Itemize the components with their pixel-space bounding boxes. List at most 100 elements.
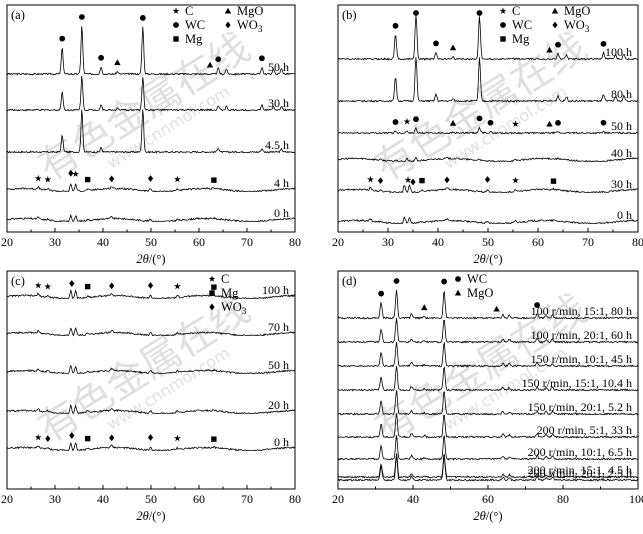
- diffraction-trace: [337, 341, 639, 368]
- legend-diamond-marker: [552, 21, 558, 29]
- phase-circle-marker: [215, 56, 222, 63]
- x-tick-label: 80: [632, 235, 643, 249]
- x-axis-label: 2θ/(°): [136, 252, 165, 266]
- series-label: 70 h: [268, 320, 289, 334]
- legend-triangle-marker: [454, 289, 462, 296]
- series-label: 100 r/min, 20:1, 60 h: [531, 328, 632, 342]
- legend-label: MgO: [564, 4, 590, 18]
- x-axis-label: 2θ/(°): [473, 252, 502, 266]
- diffraction-trace: [6, 75, 296, 112]
- series-label: 200 r/min, 20:1, 2.5 h: [528, 466, 632, 480]
- legend-circle-marker: [173, 22, 179, 28]
- phase-circle-marker: [98, 54, 104, 61]
- phase-triangle-marker: [449, 44, 457, 51]
- phase-star-marker: [173, 282, 181, 290]
- phase-circle-marker: [78, 14, 85, 20]
- phase-square-marker: [211, 177, 217, 183]
- diffraction-trace: [337, 289, 639, 320]
- phase-triangle-marker: [206, 61, 214, 68]
- diffraction-trace: [6, 403, 296, 415]
- phase-square-marker: [84, 435, 91, 442]
- series-label: 50 h: [268, 358, 289, 372]
- series-label: 100 h: [605, 45, 632, 59]
- series-label: 150 r/min, 10:1, 45 h: [531, 352, 632, 366]
- phase-diamond-marker: [69, 280, 75, 287]
- x-tick-label: 20: [332, 235, 344, 249]
- diffraction-trace: [337, 434, 639, 461]
- x-tick-label: 100: [629, 492, 643, 506]
- phase-triangle-marker: [546, 120, 553, 127]
- diffraction-trace: [337, 317, 639, 344]
- phase-circle-marker: [476, 115, 483, 122]
- x-tick-label: 30: [49, 492, 61, 506]
- phase-diamond-marker: [147, 175, 154, 182]
- phase-square-marker: [419, 177, 425, 184]
- x-tick-label: 70: [241, 235, 253, 249]
- phase-circle-marker: [59, 35, 66, 42]
- x-tick-label: 30: [382, 235, 394, 249]
- series-label: 150 r/min, 20:1, 5.2 h: [528, 400, 632, 414]
- phase-circle-marker: [393, 278, 400, 284]
- phase-circle-marker: [600, 119, 607, 126]
- legend-label: MgO: [237, 4, 263, 18]
- series-label: 200 r/min, 10:1, 6.5 h: [528, 445, 632, 459]
- x-tick-label: 70: [241, 492, 253, 506]
- series-label: 80 h: [611, 87, 632, 101]
- diffraction-trace: [337, 57, 639, 103]
- phase-circle-marker: [555, 119, 561, 126]
- series-label: 50 h: [268, 60, 289, 74]
- legend-circle-marker: [500, 22, 506, 28]
- phase-triangle-marker: [114, 59, 121, 66]
- legend-diamond-marker: [225, 21, 231, 29]
- diffraction-trace: [6, 441, 296, 452]
- legend-star-marker: [499, 7, 507, 14]
- diffraction-trace: [337, 456, 639, 482]
- phase-diamond-marker: [410, 178, 416, 186]
- x-tick-label: 30: [49, 235, 61, 249]
- legend-label: WO3: [564, 18, 590, 34]
- phase-diamond-marker: [109, 175, 115, 183]
- phase-star-marker: [34, 174, 42, 182]
- x-tick-label: 20: [332, 492, 344, 506]
- phase-circle-marker: [392, 22, 399, 29]
- series-label: 50 h: [611, 119, 632, 133]
- x-tick-label: 50: [482, 235, 494, 249]
- phase-star-marker: [44, 283, 52, 290]
- x-tick-label: 20: [1, 235, 13, 249]
- legend-diamond-marker: [209, 303, 215, 311]
- phase-circle-marker: [392, 119, 399, 125]
- phase-diamond-marker: [45, 435, 51, 442]
- legend-square-marker: [500, 36, 506, 42]
- phase-circle-marker: [476, 10, 483, 16]
- phase-star-marker: [173, 175, 181, 183]
- phase-circle-marker: [600, 40, 607, 47]
- x-tick-label: 70: [582, 235, 594, 249]
- phase-circle-marker: [413, 116, 419, 123]
- phase-square-marker: [211, 436, 217, 442]
- x-tick-label: 40: [432, 235, 444, 249]
- x-axis-label: 2θ/(°): [473, 509, 502, 523]
- legend-label: MgO: [467, 286, 493, 300]
- diffraction-trace: [337, 156, 639, 163]
- phase-circle-marker: [441, 278, 448, 285]
- series-label: 4.5 h: [265, 138, 289, 152]
- phase-star-marker: [34, 433, 42, 441]
- phase-diamond-marker: [68, 169, 74, 177]
- panel-label: (b): [342, 8, 357, 22]
- phase-diamond-marker: [109, 434, 115, 442]
- phase-circle-marker: [534, 302, 541, 308]
- x-tick-label: 60: [482, 492, 494, 506]
- phase-diamond-marker: [69, 432, 75, 439]
- diffraction-trace: [337, 184, 639, 194]
- series-label: 0 h: [274, 435, 289, 449]
- diffraction-trace: [6, 26, 296, 76]
- phase-circle-marker: [433, 40, 439, 47]
- phase-circle-marker: [139, 15, 146, 21]
- phase-star-marker: [44, 176, 52, 183]
- legend-label: Mg: [512, 32, 530, 46]
- phase-triangle-marker: [546, 46, 553, 53]
- diffraction-trace: [6, 183, 296, 193]
